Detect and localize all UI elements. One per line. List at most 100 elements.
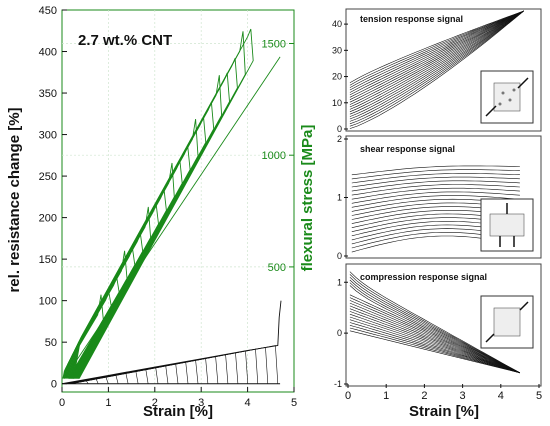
tension-curve: [349, 10, 524, 117]
compression-curve: [349, 325, 520, 374]
tension-curve: [349, 10, 524, 129]
tension-curve: [349, 10, 524, 96]
left-tick-label: 300: [39, 130, 57, 142]
left-tick-label: 0: [51, 379, 57, 391]
compression-curve: [349, 327, 520, 374]
shear-curve: [351, 184, 520, 196]
right-x-axis-label: Strain [%]: [409, 403, 479, 420]
compression-inset-sketch: [480, 295, 534, 349]
compression-curve: [349, 330, 520, 374]
right-tick-label: 500: [268, 262, 286, 274]
compression-curve: [349, 305, 521, 374]
small-x-tick-label: 4: [498, 390, 504, 402]
x-tick-label: 3: [198, 397, 204, 409]
shear-curve: [351, 165, 520, 176]
small-y-tick-label: 30: [332, 45, 342, 55]
resistance-main-curve: [61, 300, 282, 385]
tension-curve: [349, 10, 524, 103]
tension-curve: [349, 10, 524, 88]
small-y-tick-label: 2: [337, 134, 342, 144]
compression-curve: [349, 316, 520, 374]
compression-curve: [349, 311, 521, 374]
stress-cycle-curve: [69, 119, 199, 379]
tension-curve: [349, 10, 524, 105]
tension-curve: [349, 10, 524, 127]
shear-title: shear response signal: [360, 144, 455, 154]
main-y2-axis-label: flexural stress [MPa]: [299, 125, 316, 272]
main-plot-frame: [61, 9, 295, 393]
compression-curves: [349, 271, 521, 374]
tension-curve: [349, 10, 524, 91]
tension-inset-sketch: [480, 70, 534, 124]
compression-curve: [349, 274, 521, 374]
tension-curve: [349, 10, 524, 120]
tension-panel: 0 10 20 30 40 tension response signal: [332, 8, 542, 134]
small-y-tick-label: 40: [332, 19, 342, 29]
x-tick-label: 2: [152, 397, 158, 409]
small-y-tick-label: -1: [334, 379, 342, 389]
shear-curve: [351, 169, 520, 180]
small-y-tick-label: 1: [337, 193, 342, 203]
stress-cycle-curve: [66, 202, 159, 379]
shear-curve: [351, 180, 520, 192]
compression-curve: [349, 294, 521, 374]
resistance-curves: [61, 300, 282, 385]
compression-curve: [349, 271, 521, 374]
compression-curve: [349, 285, 521, 374]
cnt-annotation: 2.7 wt.% CNT: [78, 32, 172, 49]
x-tick-label: 1: [105, 397, 111, 409]
right-axis-ticks: 500 1000 1500: [262, 39, 294, 274]
compression-title: compression response signal: [360, 272, 487, 282]
stress-cycle-curve: [68, 160, 183, 379]
main-gridlines: [62, 10, 294, 392]
compression-curve: [349, 313, 520, 374]
x-axis-ticks: 0 1 2 3 4 5: [59, 387, 297, 409]
shear-curve: [351, 176, 520, 188]
left-tick-label: 50: [45, 337, 57, 349]
stress-cycle-curve: [70, 75, 223, 379]
x-tick-label: 5: [291, 397, 297, 409]
right-tick-label: 1000: [262, 150, 286, 162]
left-tick-label: 150: [39, 254, 57, 266]
compression-curve: [349, 276, 521, 374]
compression-y-ticks: -1 0 1: [334, 277, 348, 389]
stress-final-curve: [63, 56, 281, 379]
compression-curve: [349, 297, 521, 374]
left-tick-label: 350: [39, 88, 57, 100]
tension-curve: [349, 10, 524, 83]
compression-curve: [349, 282, 521, 374]
compression-curve: [349, 279, 521, 374]
shear-y-ticks: 0 1 2: [337, 134, 348, 261]
right-tick-label: 1500: [262, 39, 286, 51]
tension-curve: [349, 10, 524, 115]
compression-x-ticks: 0 1 2 3 4 5: [345, 384, 542, 402]
resistance-cycle-curve: [71, 345, 279, 384]
small-y-tick-label: 10: [332, 98, 342, 108]
tension-title: tension response signal: [360, 14, 463, 24]
stress-cycle-curve: [66, 188, 167, 379]
small-y-tick-label: 0: [337, 124, 342, 134]
shear-curve: [351, 191, 520, 204]
tension-y-ticks: 0 10 20 30 40: [332, 19, 348, 134]
tension-curve: [349, 10, 524, 98]
tension-curve: [349, 10, 524, 113]
compression-curve: [349, 300, 521, 374]
small-x-tick-label: 1: [383, 390, 389, 402]
main-y-axis-label: rel. resistance change [%]: [6, 107, 23, 292]
tension-curve: [349, 10, 524, 100]
left-tick-label: 200: [39, 213, 57, 225]
compression-curve: [349, 302, 521, 374]
compression-curve: [349, 319, 520, 374]
stress-cycle-curve: [73, 28, 254, 379]
left-tick-label: 100: [39, 296, 57, 308]
left-tick-label: 250: [39, 171, 57, 183]
shear-curve: [351, 173, 520, 184]
tension-curve: [349, 10, 524, 108]
tension-curve: [349, 10, 524, 110]
stress-cycles: [62, 28, 281, 379]
small-x-tick-label: 0: [345, 390, 351, 402]
tension-curve: [349, 10, 524, 125]
